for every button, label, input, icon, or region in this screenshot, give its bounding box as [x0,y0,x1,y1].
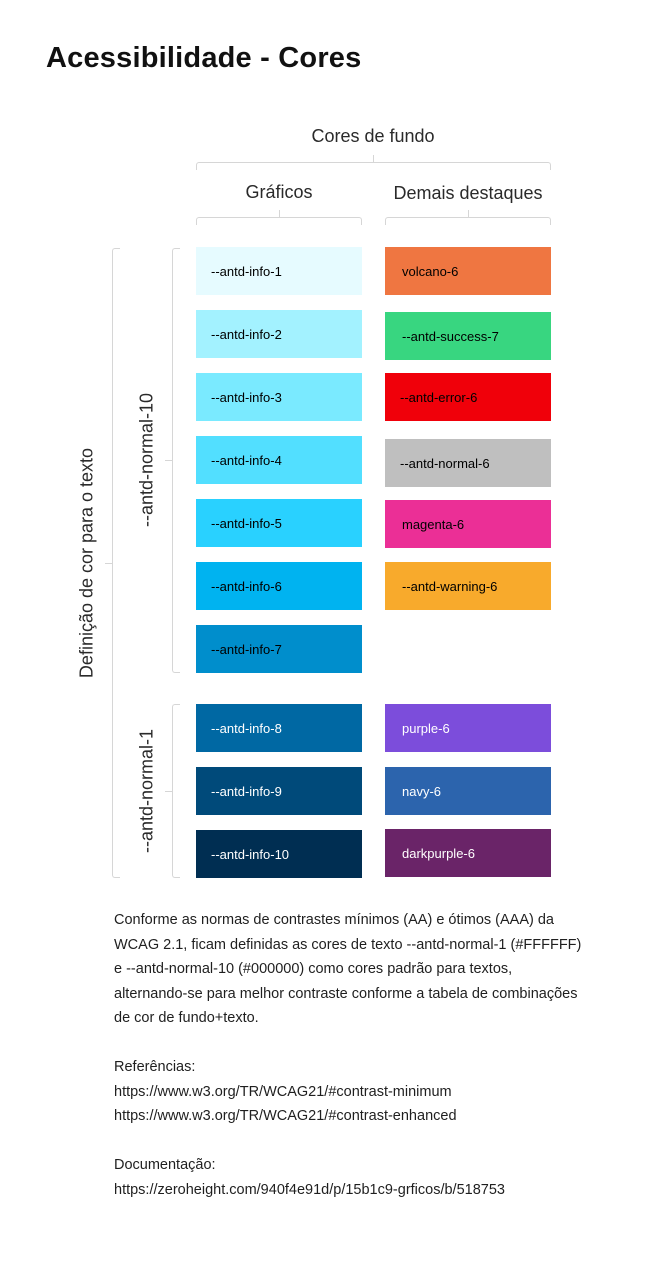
swatch-label: navy-6 [402,783,442,799]
swatch-label: --antd-info-7 [211,641,282,657]
color-swatch-info-7: --antd-info-7 [196,625,362,673]
page-title: Acessibilidade - Cores [46,42,362,74]
dark-text-label: --antd-normal-10 [136,392,157,528]
swatch-label: --antd-info-3 [211,389,282,405]
dark-text-bracket-tick [165,460,172,461]
text-color-bracket [112,248,120,878]
reference-link-contrast-minimum: https://www.w3.org/TR/WCAG21/#contrast-m… [114,1083,452,1100]
color-swatch-info-6: --antd-info-6 [196,562,362,610]
swatch-label: --antd-error-6 [400,389,478,405]
background-colors-header: Cores de fundo [311,126,435,146]
color-swatch-volcano-6: volcano-6 [385,247,551,295]
color-swatch-error-6: --antd-error-6 [385,373,551,421]
color-swatch-info-1: --antd-info-1 [196,247,362,295]
light-text-bracket [172,704,180,878]
swatch-label: --antd-info-10 [211,846,290,862]
color-swatch-info-9: --antd-info-9 [196,767,362,815]
references-label: Referências: [114,1059,196,1075]
swatch-label: --antd-info-9 [211,783,282,799]
color-swatch-magenta-6: magenta-6 [385,500,551,548]
color-swatch-normal-6: --antd-normal-6 [385,439,551,487]
color-swatch-purple-6: purple-6 [385,704,551,752]
highlights-column-bracket [385,217,551,225]
highlights-column-bracket-tick [468,210,469,217]
swatch-label: magenta-6 [402,516,465,532]
charts-column-bracket [196,217,362,225]
background-colors-bracket [196,162,551,170]
light-text-bracket-tick [165,791,172,792]
light-text-label: --antd-normal-1 [136,728,157,854]
text-color-label: Definição de cor para o texto [76,447,97,679]
charts-column-header: Gráficos [245,182,313,202]
swatch-label: --antd-info-4 [211,452,282,468]
color-swatch-info-10: --antd-info-10 [196,830,362,878]
swatch-label: volcano-6 [402,263,459,279]
reference-link-contrast-enhanced: https://www.w3.org/TR/WCAG21/#contrast-e… [114,1108,457,1124]
color-swatch-darkpurple-6: darkpurple-6 [385,829,551,877]
highlights-column-header: Demais destaques [393,183,543,203]
color-swatch-success-7: --antd-success-7 [385,312,551,360]
background-colors-bracket-tick [373,155,374,162]
swatch-label: --antd-info-5 [211,515,282,531]
color-swatch-warning-6: --antd-warning-6 [385,562,551,610]
text-color-bracket-tick [105,563,112,564]
documentation-label: Documentação: [114,1157,216,1173]
color-swatch-navy-6: navy-6 [385,767,551,815]
swatch-label: darkpurple-6 [402,845,475,861]
swatch-label: --antd-info-2 [211,326,282,342]
charts-column-bracket-tick [279,210,280,217]
notes-section: Conforme as normas de contrastes mínimos… [114,908,584,1202]
swatch-label: --antd-info-8 [211,720,282,736]
color-swatch-info-8: --antd-info-8 [196,704,362,752]
swatch-label: --antd-success-7 [402,328,499,344]
swatch-label: --antd-info-1 [211,263,282,279]
wcag-paragraph: Conforme as normas de contrastes mínimos… [114,912,582,1026]
color-swatch-info-5: --antd-info-5 [196,499,362,547]
dark-text-bracket [172,248,180,673]
documentation-link: https://zeroheight.com/940f4e91d/p/15b1c… [114,1181,505,1198]
color-swatch-info-3: --antd-info-3 [196,373,362,421]
swatch-label: --antd-info-6 [211,578,282,594]
swatch-label: --antd-warning-6 [402,578,498,594]
color-swatch-info-2: --antd-info-2 [196,310,362,358]
color-swatch-info-4: --antd-info-4 [196,436,362,484]
swatch-label: purple-6 [402,720,450,736]
swatch-label: --antd-normal-6 [400,455,490,471]
